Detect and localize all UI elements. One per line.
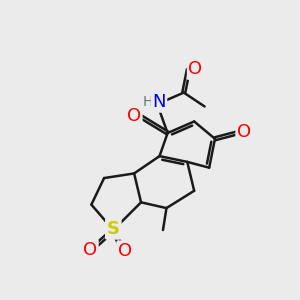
Text: H: H bbox=[142, 95, 153, 109]
Text: O: O bbox=[118, 242, 132, 260]
Text: S: S bbox=[107, 220, 120, 238]
Text: O: O bbox=[237, 123, 251, 141]
Text: O: O bbox=[127, 107, 141, 125]
Text: O: O bbox=[188, 61, 203, 79]
Text: N: N bbox=[152, 93, 166, 111]
Text: O: O bbox=[83, 241, 97, 259]
